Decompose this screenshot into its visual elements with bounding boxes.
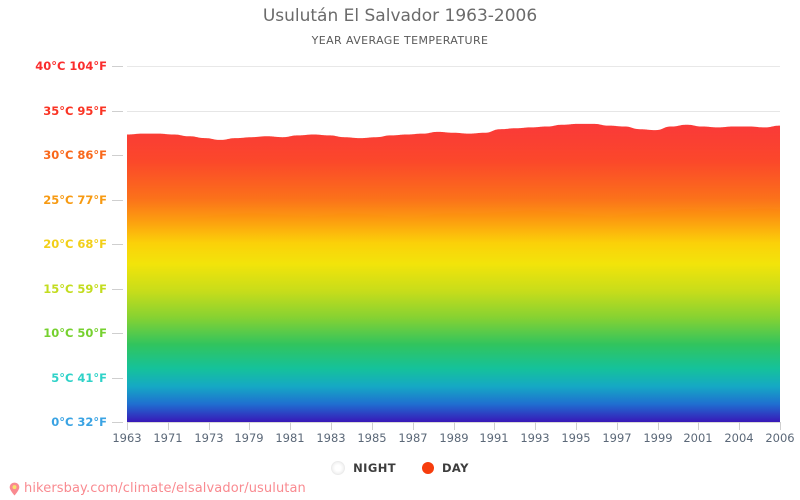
x-axis-ticks-and-labels: 1963 1971 1973 1979 1981 1983 1985 1987 1989 1991… (0, 422, 800, 448)
y-tick-mark (112, 422, 123, 423)
y-axis-labels: 0°C 32°F 5°C 41°F 10°C 50°F 15°C 59°F 20°C 6… (0, 59, 107, 429)
x-tick-mark (372, 422, 373, 430)
x-tick-mark (739, 422, 740, 430)
x-tick-mark (658, 422, 659, 430)
y-tick-label: 30°C 86°F (43, 148, 107, 162)
y-tick-label: 0°C 32°F (51, 415, 107, 429)
x-tick-mark (290, 422, 291, 430)
x-tick-label: 1987 (398, 431, 428, 445)
x-tick-label: 1991 (479, 431, 509, 445)
temperature-area-chart (127, 66, 780, 422)
x-tick-mark (331, 422, 332, 430)
chart-subtitle: YEAR AVERAGE TEMPERATURE (311, 34, 489, 47)
x-tick-mark (535, 422, 536, 430)
x-tick-label: 1993 (520, 431, 550, 445)
x-tick-mark (168, 422, 169, 430)
x-tick-label: 2001 (683, 431, 713, 445)
day-swatch-icon (421, 462, 434, 474)
x-tick-label: 1979 (234, 431, 264, 445)
y-tick-label: 25°C 77°F (43, 192, 107, 207)
chart-legend: NIGHT DAY (0, 461, 800, 475)
y-tick-label: 20°C 68°F (43, 237, 107, 251)
map-pin-icon (8, 482, 21, 496)
x-tick-label: 1983 (316, 431, 346, 445)
footer-url-text: hikersbay.com/climate/elsalvador/usuluta… (24, 481, 306, 496)
x-tick-label: 2004 (724, 431, 754, 445)
y-tick-label: 35°C 95°F (43, 103, 107, 118)
x-tick-label: 1989 (439, 431, 469, 445)
y-tick-mark (112, 377, 123, 379)
y-tick-mark (112, 244, 123, 245)
legend-item-day[interactable]: DAY (421, 461, 469, 475)
x-tick-label: 1985 (357, 431, 387, 445)
night-temperature-band (127, 66, 780, 223)
x-tick-mark (494, 422, 495, 430)
page-title: Usulután El Salvador 1963-2006 (262, 6, 538, 26)
y-tick-label: 15°C 59°F (43, 281, 107, 296)
x-tick-mark (698, 422, 699, 430)
y-axis-ticks (0, 66, 127, 423)
x-tick-mark (413, 422, 414, 430)
y-tick-mark (112, 110, 123, 112)
y-tick-mark (112, 66, 123, 67)
legend-label-night: NIGHT (353, 461, 396, 475)
y-tick-mark (112, 333, 123, 334)
x-tick-mark (249, 422, 250, 430)
night-swatch-icon (331, 461, 346, 475)
x-tick-label: 1995 (561, 431, 591, 445)
y-tick-label: 40°C 104°F (35, 59, 107, 73)
legend-item-night[interactable]: NIGHT (331, 461, 396, 475)
x-tick-label: 1963 (112, 431, 142, 445)
x-axis-line (127, 422, 780, 423)
y-tick-mark (112, 288, 123, 290)
x-tick-label: 2006 (765, 431, 795, 445)
y-tick-label: 10°C 50°F (43, 326, 107, 340)
x-tick-label: 1997 (602, 431, 632, 445)
x-tick-label: 1981 (275, 431, 305, 445)
legend-label-day: DAY (441, 461, 469, 475)
y-tick-mark (112, 155, 123, 156)
y-tick-label: 5°C 41°F (51, 370, 107, 385)
x-tick-mark (454, 422, 455, 430)
y-tick-mark (112, 199, 123, 201)
x-tick-label: 1999 (643, 431, 673, 445)
x-tick-mark (780, 422, 781, 430)
x-tick-mark (576, 422, 577, 430)
x-tick-label: 1971 (153, 431, 183, 445)
x-tick-label: 1973 (194, 431, 224, 445)
x-tick-mark (617, 422, 618, 430)
x-tick-mark (209, 422, 210, 430)
footer-source-link[interactable]: hikersbay.com/climate/elsalvador/usuluta… (8, 481, 306, 496)
x-tick-mark (127, 422, 128, 430)
